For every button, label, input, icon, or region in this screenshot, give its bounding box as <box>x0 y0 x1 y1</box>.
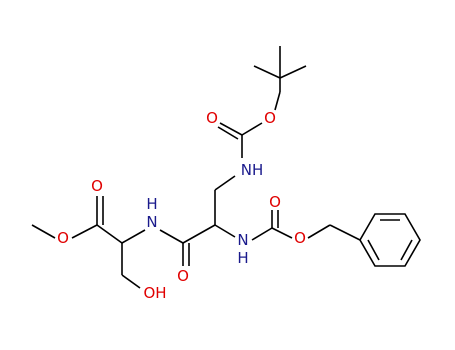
atom-label: O <box>294 229 306 247</box>
atom-label: O <box>177 267 189 285</box>
atom-label: N <box>237 231 248 249</box>
atom-label: O <box>264 109 276 127</box>
atom-label: O <box>57 229 69 247</box>
atom-label: H <box>237 249 248 267</box>
atom-label: O <box>206 109 218 127</box>
atom-label: O <box>91 177 103 195</box>
atom-label: O <box>269 193 281 211</box>
atom-label: N <box>146 213 157 231</box>
atom-label: H <box>146 195 157 213</box>
atom-label: OH <box>143 284 166 302</box>
atom-label: NH <box>241 161 264 179</box>
bonds <box>31 46 421 289</box>
